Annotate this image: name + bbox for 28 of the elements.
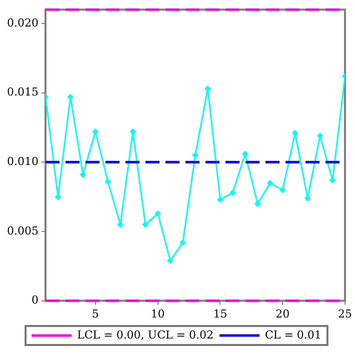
legend-label: CL = 0.01 xyxy=(264,328,322,342)
legend-label: LCL = 0.00, UCL = 0.02 xyxy=(77,328,214,342)
point xyxy=(242,150,248,157)
point xyxy=(280,186,286,193)
y-tick-label: 0 xyxy=(31,294,38,307)
point xyxy=(230,190,236,196)
y-tick-label: 0.010 xyxy=(6,154,38,168)
y-tick-label: 0.005 xyxy=(6,224,38,238)
y-tick-label: 0.020 xyxy=(6,16,38,30)
x-tick-label: 25 xyxy=(338,307,352,320)
x-tick-label: 5 xyxy=(92,307,99,320)
point xyxy=(92,128,98,135)
point xyxy=(142,222,148,228)
point xyxy=(254,200,261,207)
point xyxy=(104,178,111,185)
point xyxy=(267,180,274,186)
point xyxy=(154,210,161,216)
point xyxy=(192,152,198,158)
point xyxy=(167,258,174,264)
point xyxy=(67,94,74,100)
x-tick-label: 15 xyxy=(213,307,228,320)
x-tick-label: 10 xyxy=(150,307,165,320)
x-tick-label: 20 xyxy=(276,307,290,320)
point xyxy=(180,240,186,246)
point xyxy=(80,172,86,178)
point xyxy=(117,222,124,228)
y-tick-label: 0.015 xyxy=(6,86,38,99)
point xyxy=(217,196,224,203)
